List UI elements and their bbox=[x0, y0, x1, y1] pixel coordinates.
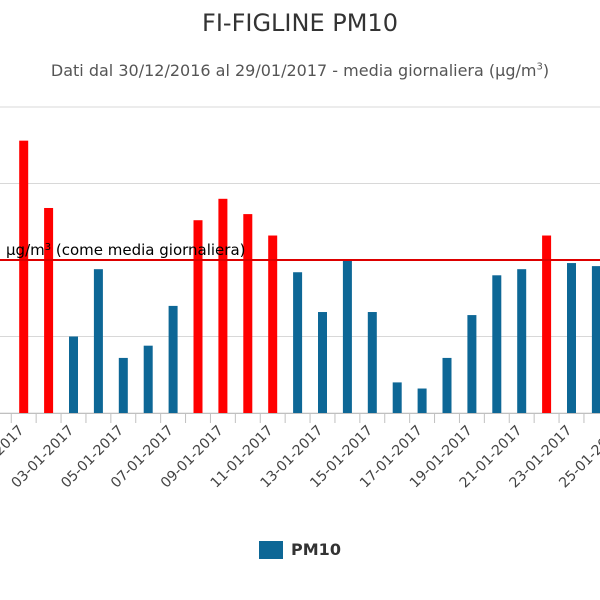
bar-11-01-2017[interactable] bbox=[268, 235, 278, 413]
chart-title: FI-FIGLINE PM10 bbox=[202, 9, 398, 37]
bar-19-01-2017[interactable] bbox=[467, 315, 477, 413]
bar-05-01-2017[interactable] bbox=[118, 357, 128, 413]
bar-17-01-2017[interactable] bbox=[417, 388, 427, 413]
legend[interactable]: PM10 bbox=[0, 540, 600, 559]
bar-02-01-2017[interactable] bbox=[44, 207, 54, 413]
limit-label-superscript: 3 bbox=[45, 242, 51, 253]
bar-23-01-2017[interactable] bbox=[567, 263, 576, 413]
subtitle-superscript: 3 bbox=[536, 61, 543, 73]
subtitle-text: Dati dal 30/12/2016 al 29/01/2017 - medi… bbox=[50, 61, 537, 80]
bar-06-01-2017[interactable] bbox=[143, 345, 153, 413]
bar-16-01-2017[interactable] bbox=[392, 382, 402, 413]
limit-label-rest: (come media giornaliera) bbox=[51, 241, 245, 259]
x-axis-labels: -201703-01-201705-01-201707-01-201709-01… bbox=[0, 423, 600, 492]
subtitle-close: ) bbox=[542, 61, 550, 80]
limit-label: µg/m3 (come media giornaliera) bbox=[6, 241, 246, 259]
limit-label-main: µg/m bbox=[6, 241, 45, 259]
bar-14-01-2017[interactable] bbox=[342, 260, 352, 413]
x-tick-label: -2017 bbox=[0, 423, 28, 463]
bar-18-01-2017[interactable] bbox=[442, 357, 452, 413]
x-axis-ticks bbox=[10, 413, 585, 423]
bar-22-01-2017[interactable] bbox=[542, 235, 552, 413]
legend-swatch bbox=[259, 540, 284, 559]
bar-08-01-2017[interactable] bbox=[193, 220, 203, 413]
bar-07-01-2017[interactable] bbox=[168, 305, 178, 413]
bar-12-01-2017[interactable] bbox=[293, 272, 303, 413]
bar-09-01-2017[interactable] bbox=[218, 198, 228, 413]
bars bbox=[19, 140, 600, 414]
bar-04-01-2017[interactable] bbox=[93, 269, 103, 413]
bar-01-01-2017[interactable] bbox=[19, 140, 29, 413]
bar-21-01-2017[interactable] bbox=[517, 269, 527, 413]
legend-label: PM10 bbox=[291, 540, 341, 559]
bar-13-01-2017[interactable] bbox=[318, 312, 327, 413]
bar-10-01-2017[interactable] bbox=[243, 214, 253, 413]
bar-03-01-2017[interactable] bbox=[69, 336, 78, 414]
bar-24-01-2017[interactable] bbox=[591, 266, 600, 413]
chart-subtitle: Dati dal 30/12/2016 al 29/01/2017 - medi… bbox=[0, 61, 600, 80]
bar-20-01-2017[interactable] bbox=[492, 275, 502, 413]
bar-15-01-2017[interactable] bbox=[367, 312, 377, 413]
